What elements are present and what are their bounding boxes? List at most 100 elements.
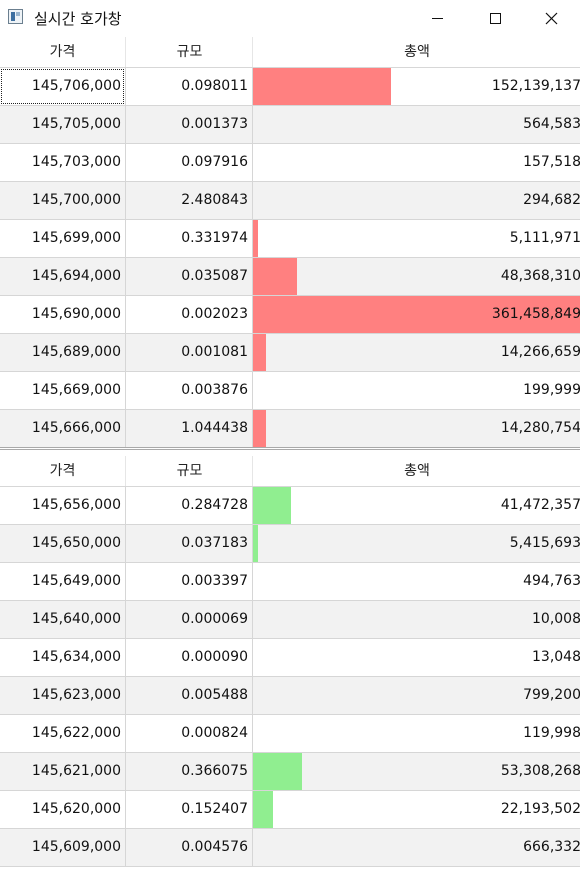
maximize-icon (489, 13, 501, 24)
table-row[interactable]: 145,706,000 0.098011 152,139,137 (0, 68, 580, 106)
size-cell[interactable]: 1.044438 (125, 410, 252, 447)
total-cell[interactable]: 5,415,693 (252, 525, 580, 562)
column-header-price[interactable]: 가격 (49, 44, 76, 60)
total-cell[interactable]: 152,139,137 (252, 68, 580, 105)
bid-rows: 145,656,000 0.284728 41,472,357 145,650,000… (0, 487, 580, 867)
total-cell[interactable]: 119,998 (252, 715, 580, 752)
table-row[interactable]: 145,623,000 0.005488 799,200 (0, 677, 580, 715)
total-value: 119,998 (523, 725, 580, 741)
table-row[interactable]: 145,666,000 1.044438 14,280,754 (0, 410, 580, 448)
price-cell[interactable]: 145,694,000 (31, 268, 121, 284)
table-row[interactable]: 145,656,000 0.284728 41,472,357 (0, 487, 580, 525)
size-cell[interactable]: 0.004576 (125, 829, 252, 866)
total-cell[interactable]: 294,682 (252, 182, 580, 219)
size-cell[interactable]: 2.480843 (125, 182, 252, 219)
total-cell[interactable]: 5,111,971 (252, 220, 580, 257)
size-cell[interactable]: 0.005488 (125, 677, 252, 714)
size-cell[interactable]: 0.037183 (125, 525, 252, 562)
size-cell[interactable]: 0.097916 (125, 144, 252, 181)
total-cell[interactable]: 494,763 (252, 563, 580, 600)
size-cell[interactable]: 0.000069 (125, 601, 252, 638)
total-cell[interactable]: 199,999 (252, 372, 580, 409)
table-row[interactable]: 145,669,000 0.003876 199,999 (0, 372, 580, 410)
price-cell[interactable]: 145,706,000 (0, 68, 125, 105)
title-bar[interactable]: 실시간 호가창 (0, 0, 580, 37)
total-cell[interactable]: 14,266,659 (252, 334, 580, 371)
table-row[interactable]: 145,622,000 0.000824 119,998 (0, 715, 580, 753)
column-header-price[interactable]: 가격 (49, 463, 76, 479)
column-header-size[interactable]: 규모 (125, 37, 253, 67)
size-cell[interactable]: 0.000090 (125, 639, 252, 676)
total-value: 152,139,137 (491, 78, 580, 94)
size-cell[interactable]: 0.284728 (125, 487, 252, 524)
size-cell[interactable]: 0.002023 (125, 296, 252, 333)
total-cell[interactable]: 13,048 (252, 639, 580, 676)
price-cell[interactable]: 145,609,000 (31, 839, 121, 855)
price-cell[interactable]: 145,690,000 (31, 306, 121, 322)
column-header-total[interactable]: 총액 (252, 456, 580, 486)
total-cell[interactable]: 666,332 (252, 829, 580, 866)
ask-rows: 145,706,000 0.098011 152,139,137 145,705,00… (0, 68, 580, 448)
ask-table[interactable]: 가격 규모 총액 145,706,000 0.098011 152,139,137 1… (0, 37, 580, 448)
size-cell[interactable]: 0.098011 (125, 68, 252, 105)
size-cell[interactable]: 0.035087 (125, 258, 252, 295)
table-row[interactable]: 145,689,000 0.001081 14,266,659 (0, 334, 580, 372)
column-header-size[interactable]: 규모 (125, 456, 253, 486)
total-cell[interactable]: 10,008 (252, 601, 580, 638)
size-cell[interactable]: 0.366075 (125, 753, 252, 790)
size-cell[interactable]: 0.001373 (125, 106, 252, 143)
price-cell[interactable]: 145,622,000 (31, 725, 121, 741)
total-cell[interactable]: 48,368,310 (252, 258, 580, 295)
price-cell[interactable]: 145,620,000 (31, 801, 121, 817)
total-cell[interactable]: 14,280,754 (252, 410, 580, 447)
table-row[interactable]: 145,621,000 0.366075 53,308,268 (0, 753, 580, 791)
table-splitter[interactable] (0, 447, 580, 456)
price-cell[interactable]: 145,705,000 (31, 116, 121, 132)
maximize-button[interactable] (466, 0, 524, 37)
price-cell[interactable]: 145,621,000 (31, 763, 121, 779)
size-cell[interactable]: 0.003876 (125, 372, 252, 409)
bid-table[interactable]: 가격 규모 총액 145,656,000 0.284728 41,472,357 14… (0, 456, 580, 872)
price-cell[interactable]: 145,623,000 (31, 687, 121, 703)
table-row[interactable]: 145,649,000 0.003397 494,763 (0, 563, 580, 601)
table-row[interactable]: 145,609,000 0.004576 666,332 (0, 829, 580, 867)
price-cell[interactable]: 145,689,000 (31, 344, 121, 360)
table-row[interactable]: 145,690,000 0.002023 361,458,849 (0, 296, 580, 334)
price-cell[interactable]: 145,699,000 (31, 230, 121, 246)
size-cell[interactable]: 0.003397 (125, 563, 252, 600)
size-cell[interactable]: 0.331974 (125, 220, 252, 257)
total-cell[interactable]: 157,518 (252, 144, 580, 181)
total-cell[interactable]: 799,200 (252, 677, 580, 714)
table-row[interactable]: 145,699,000 0.331974 5,111,971 (0, 220, 580, 258)
price-cell[interactable]: 145,700,000 (31, 192, 121, 208)
total-cell[interactable]: 22,193,502 (252, 791, 580, 828)
price-cell[interactable]: 145,703,000 (31, 154, 121, 170)
price-cell[interactable]: 145,666,000 (31, 420, 121, 436)
price-cell[interactable]: 145,650,000 (31, 535, 121, 551)
size-cell[interactable]: 0.000824 (125, 715, 252, 752)
table-row[interactable]: 145,703,000 0.097916 157,518 (0, 144, 580, 182)
price-cell[interactable]: 145,649,000 (31, 573, 121, 589)
price-cell[interactable]: 145,656,000 (31, 497, 121, 513)
total-cell[interactable]: 41,472,357 (252, 487, 580, 524)
minimize-button[interactable] (408, 0, 466, 37)
close-icon (545, 12, 557, 25)
total-value: 22,193,502 (500, 801, 580, 817)
table-row[interactable]: 145,650,000 0.037183 5,415,693 (0, 525, 580, 563)
close-button[interactable] (522, 0, 580, 37)
size-cell[interactable]: 0.001081 (125, 334, 252, 371)
table-row[interactable]: 145,640,000 0.000069 10,008 (0, 601, 580, 639)
table-row[interactable]: 145,700,000 2.480843 294,682 (0, 182, 580, 220)
total-cell[interactable]: 361,458,849 (252, 296, 580, 333)
total-cell[interactable]: 564,583 (252, 106, 580, 143)
price-cell[interactable]: 145,634,000 (31, 649, 121, 665)
table-row[interactable]: 145,620,000 0.152407 22,193,502 (0, 791, 580, 829)
table-row[interactable]: 145,705,000 0.001373 564,583 (0, 106, 580, 144)
size-cell[interactable]: 0.152407 (125, 791, 252, 828)
column-header-total[interactable]: 총액 (252, 37, 580, 67)
table-row[interactable]: 145,634,000 0.000090 13,048 (0, 639, 580, 677)
table-row[interactable]: 145,694,000 0.035087 48,368,310 (0, 258, 580, 296)
price-cell[interactable]: 145,669,000 (31, 382, 121, 398)
price-cell[interactable]: 145,640,000 (31, 611, 121, 627)
total-cell[interactable]: 53,308,268 (252, 753, 580, 790)
